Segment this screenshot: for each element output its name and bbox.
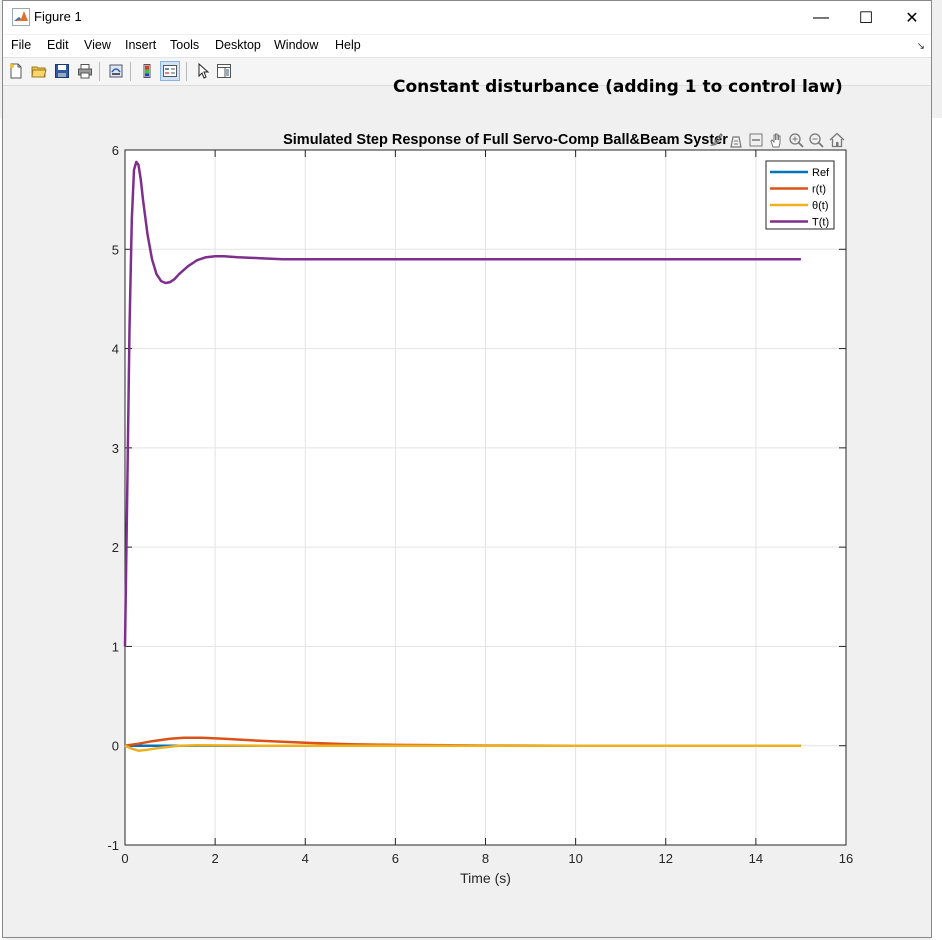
close-button[interactable]: ✕ (889, 1, 935, 34)
new-figure-icon[interactable] (6, 61, 26, 81)
colorbar-icon[interactable] (137, 61, 157, 81)
figure-toolbar (3, 58, 931, 86)
legend-icon[interactable] (160, 61, 180, 81)
title-bar: Figure 1 — ☐ ✕ (3, 1, 931, 34)
menu-bar: File Edit View Insert Tools Desktop Wind… (3, 35, 931, 58)
chart-title: Simulated Step Response of Full Servo-Co… (283, 132, 728, 148)
x-tick-label: 6 (392, 851, 399, 866)
menu-tools[interactable]: Tools (170, 38, 200, 52)
matlab-logo-icon (12, 8, 30, 26)
menu-desktop[interactable]: Desktop (215, 38, 261, 52)
maximize-icon: ☐ (858, 9, 874, 27)
x-tick-label: 2 (212, 851, 219, 866)
maximize-button[interactable]: ☐ (843, 1, 889, 34)
x-tick-label: 14 (749, 851, 763, 866)
toolbar-separator (186, 62, 187, 81)
save-icon[interactable] (52, 61, 72, 81)
window-title: Figure 1 (34, 9, 82, 24)
x-tick-label: 12 (659, 851, 673, 866)
minimize-button[interactable]: — (798, 1, 844, 34)
legend-entry-torque-label: T(t) (812, 217, 829, 229)
legend-entry-ref-label: Ref (812, 167, 830, 179)
y-tick-label: 1 (112, 639, 119, 654)
toolbar-separator (130, 62, 131, 81)
pointer-icon[interactable] (192, 61, 212, 81)
figure-suptitle: Constant disturbance (adding 1 to contro… (393, 77, 843, 97)
menu-view[interactable]: View (84, 38, 111, 52)
menu-help[interactable]: Help (335, 38, 361, 52)
brush-icon[interactable] (707, 131, 725, 149)
menu-file[interactable]: File (11, 38, 32, 52)
x-tick-label: 8 (482, 851, 489, 866)
x-tick-label: 10 (568, 851, 582, 866)
toolbar-separator (99, 62, 100, 81)
x-axis-label: Time (s) (460, 870, 511, 886)
x-tick-label: 16 (839, 851, 853, 866)
series-line-theta (124, 743, 801, 752)
y-tick-label: 6 (112, 143, 119, 158)
close-icon: ✕ (905, 9, 919, 27)
menu-insert[interactable]: Insert (125, 38, 157, 52)
y-tick-label: 3 (112, 441, 119, 456)
y-tick-label: 0 (112, 739, 119, 754)
legend-entry-r-label: r(t) (812, 184, 826, 196)
print-icon[interactable] (75, 61, 95, 81)
x-tick-label: 0 (121, 851, 128, 866)
home-icon[interactable] (828, 131, 846, 149)
y-tick-label: 5 (112, 242, 119, 257)
x-tick-label: 4 (302, 851, 309, 866)
menu-window[interactable]: Window (274, 38, 319, 52)
y-tick-label: 4 (112, 342, 119, 357)
pan-icon[interactable] (767, 131, 785, 149)
rotate-icon[interactable] (747, 131, 765, 149)
minimize-icon: — (813, 8, 829, 26)
data-tips-icon[interactable] (727, 131, 745, 149)
series-line-torque (123, 160, 801, 647)
legend-entry-theta-label: θ(t) (812, 200, 829, 212)
open-file-icon[interactable] (29, 61, 49, 81)
link-plot-icon[interactable] (106, 61, 126, 81)
background-window-right-edge (931, 118, 942, 940)
menu-overflow-icon[interactable]: ↘ (916, 41, 925, 52)
zoom-in-icon[interactable] (787, 131, 805, 149)
y-tick-label: 2 (112, 540, 119, 555)
property-inspector-icon[interactable] (214, 61, 234, 81)
zoom-out-icon[interactable] (807, 131, 825, 149)
menu-edit[interactable]: Edit (47, 38, 69, 52)
y-tick-label: -1 (107, 838, 119, 853)
